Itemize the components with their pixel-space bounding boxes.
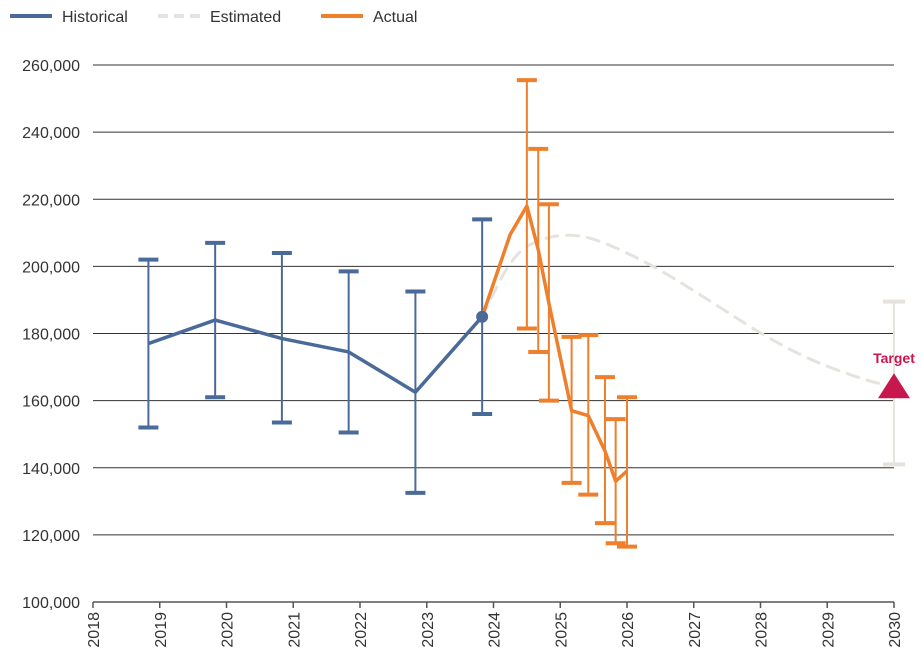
y-tick-label: 220,000 bbox=[22, 192, 80, 209]
x-tick-label: 2024 bbox=[487, 612, 504, 648]
x-tick-label: 2025 bbox=[553, 612, 570, 648]
chart-target: Target bbox=[873, 350, 915, 399]
x-tick-label: 2028 bbox=[754, 612, 771, 648]
series-line-historical bbox=[147, 315, 484, 394]
target-label: Target bbox=[873, 350, 915, 366]
legend-label-estimated: Estimated bbox=[210, 9, 281, 26]
y-tick-label: 140,000 bbox=[22, 461, 80, 478]
x-tick-label: 2023 bbox=[420, 612, 437, 648]
chart-series bbox=[138, 78, 905, 549]
y-tick-label: 200,000 bbox=[22, 259, 80, 276]
x-tick-label: 2019 bbox=[153, 612, 170, 648]
x-tick-label: 2021 bbox=[286, 612, 303, 648]
x-tick-label: 2027 bbox=[687, 612, 704, 648]
legend-label-historical: Historical bbox=[62, 9, 128, 26]
target-marker bbox=[878, 373, 910, 399]
y-tick-label: 100,000 bbox=[22, 595, 80, 612]
legend-label-actual: Actual bbox=[373, 9, 417, 26]
x-tick-label: 2018 bbox=[86, 612, 103, 648]
x-tick-label: 2029 bbox=[820, 612, 837, 648]
x-tick-label: 2020 bbox=[220, 612, 237, 648]
x-tick-label: 2022 bbox=[353, 612, 370, 648]
series-line-estimated bbox=[480, 233, 896, 389]
y-tick-label: 120,000 bbox=[22, 528, 80, 545]
y-tick-label: 240,000 bbox=[22, 125, 80, 142]
y-tick-label: 260,000 bbox=[22, 58, 80, 75]
y-tick-label: 180,000 bbox=[22, 327, 80, 344]
chart-axes: 100,000 120,000 140,000 160,000 180,000 200,0… bbox=[22, 58, 904, 648]
historical-endpoint-marker bbox=[476, 310, 489, 323]
x-tick-label: 2030 bbox=[887, 612, 904, 648]
x-tick-label: 2026 bbox=[620, 612, 637, 648]
y-tick-label: 160,000 bbox=[22, 394, 80, 411]
chart-legend: Historical Estimated Actual bbox=[10, 9, 417, 26]
series-line-actual bbox=[480, 204, 629, 483]
chart-gridlines bbox=[93, 64, 894, 536]
